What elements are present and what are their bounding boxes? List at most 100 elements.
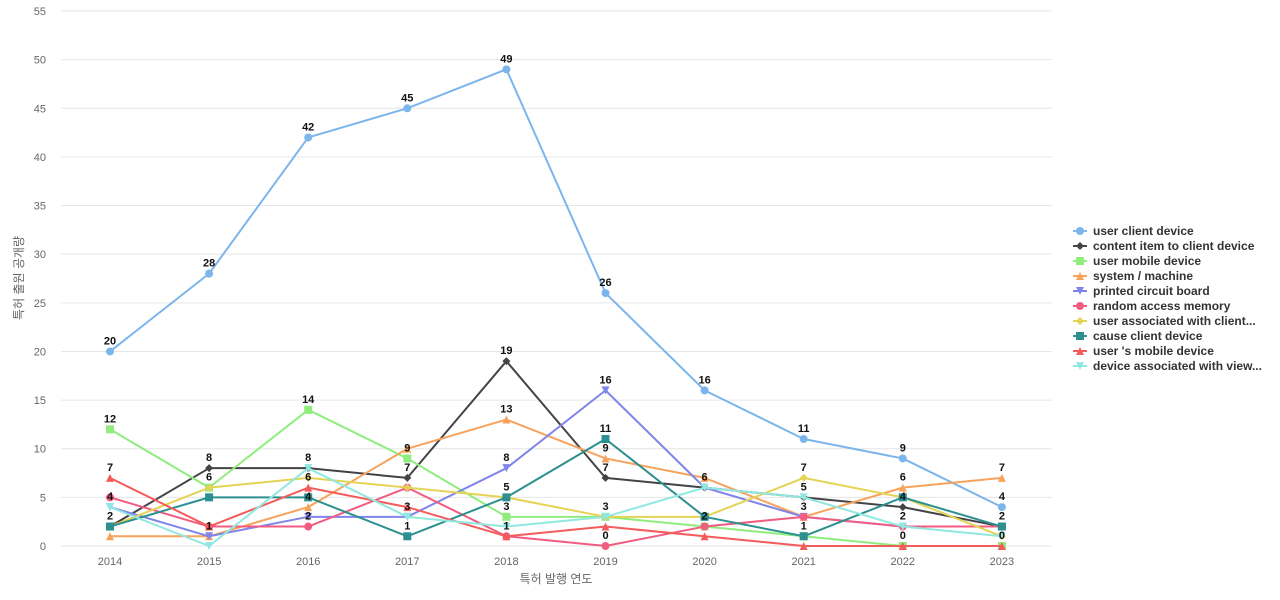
legend-marker (1076, 257, 1084, 265)
data-point (304, 503, 313, 512)
legend-item[interactable]: device associated with view... (1073, 359, 1262, 373)
data-point (799, 512, 808, 521)
data-point (304, 464, 313, 473)
data-label: 8 (206, 452, 212, 464)
y-tick-label: 0 (40, 541, 46, 553)
legend-marker (1076, 272, 1084, 280)
data-point (898, 522, 907, 531)
data-label: 19 (500, 345, 512, 357)
data-label: 16 (698, 374, 710, 386)
data-point (205, 522, 214, 531)
data-point (502, 357, 511, 366)
legend-label: content item to client device (1093, 239, 1255, 253)
data-point (997, 522, 1006, 531)
data-point (601, 289, 610, 298)
data-point (403, 454, 412, 463)
data-label: 1 (801, 520, 807, 532)
data-label: 20 (104, 335, 116, 347)
data-label: 7 (404, 462, 410, 474)
data-label: 7 (999, 462, 1005, 474)
legend-item[interactable]: user client device (1073, 224, 1194, 238)
data-label: 12 (104, 413, 116, 425)
data-label: 9 (404, 442, 410, 454)
legend-item[interactable]: cause client device (1073, 329, 1203, 343)
series-line (109, 486, 1002, 547)
legend-item[interactable]: user mobile device (1073, 254, 1201, 268)
y-tick-label: 20 (34, 346, 46, 358)
data-point (502, 415, 511, 424)
data-point (601, 473, 610, 482)
legend-marker (1076, 227, 1084, 235)
legend-label: user associated with client... (1093, 314, 1256, 328)
legend-item[interactable]: content item to client device (1073, 239, 1255, 253)
legend-item[interactable]: random access memory (1073, 299, 1231, 313)
y-tick-label: 25 (34, 298, 46, 310)
data-point (106, 532, 114, 541)
data-label: 13 (500, 404, 512, 416)
data-point (601, 435, 610, 443)
y-tick-label: 5 (40, 492, 46, 504)
data-point (205, 483, 214, 492)
data-label: 4 (107, 491, 114, 503)
series-line (109, 476, 1003, 538)
data-point (997, 542, 1006, 550)
data-label: 7 (602, 462, 608, 474)
data-label: 6 (206, 472, 212, 484)
data-point (601, 542, 610, 550)
series-4 (106, 415, 1006, 541)
data-label: 0 (602, 530, 608, 542)
series-10 (106, 464, 1006, 550)
data-point (898, 493, 907, 502)
y-tick-label: 50 (34, 55, 46, 67)
data-label: 2 (702, 511, 708, 523)
data-point (997, 532, 1006, 541)
data-point (601, 454, 610, 463)
data-label: 2 (107, 511, 113, 523)
legend-item[interactable]: system / machine (1073, 269, 1193, 283)
data-label: 1 (404, 520, 410, 532)
x-tick-label: 2021 (791, 556, 815, 568)
data-label: 4 (999, 491, 1006, 503)
data-point (304, 133, 313, 142)
legend-label: device associated with view... (1093, 359, 1262, 373)
x-axis-ticks: 2014 2015 2016 2017 2018 2019 2020 2021 2022 2023 (98, 556, 1014, 568)
data-point (403, 104, 412, 113)
data-point (205, 464, 214, 473)
data-label: 49 (500, 53, 512, 65)
data-label: 9 (602, 442, 608, 454)
data-point (304, 493, 313, 502)
data-label: 8 (503, 452, 509, 464)
x-tick-label: 2015 (197, 556, 221, 568)
y-axis-ticks: 0 5 10 15 20 25 30 35 40 45 50 55 (34, 6, 46, 553)
y-axis-title: 특허 출원 공개량 (12, 236, 26, 320)
legend-marker (1076, 332, 1084, 340)
legend-item[interactable]: user 's mobile device (1073, 344, 1214, 358)
legend-item[interactable]: user associated with client... (1073, 314, 1256, 328)
data-point (700, 512, 709, 521)
x-axis-title: 특허 발행 연도 (520, 571, 593, 586)
x-tick-label: 2022 (891, 556, 915, 568)
data-point (403, 473, 412, 482)
data-point (502, 522, 511, 531)
data-label: 42 (302, 121, 314, 133)
data-point (106, 493, 114, 502)
data-label: 7 (107, 462, 113, 474)
data-label: 16 (599, 374, 611, 386)
data-label: 9 (900, 442, 906, 454)
data-point (403, 512, 412, 521)
x-tick-label: 2018 (494, 556, 518, 568)
data-label: 4 (900, 491, 907, 503)
data-point (997, 503, 1006, 512)
data-point (403, 532, 412, 541)
data-point (502, 532, 511, 541)
legend-item[interactable]: printed circuit board (1073, 284, 1210, 298)
legend-label: system / machine (1093, 269, 1193, 283)
data-point (601, 522, 610, 531)
y-tick-label: 40 (34, 152, 46, 164)
y-tick-label: 30 (34, 249, 46, 261)
y-tick-label: 15 (34, 395, 46, 407)
data-label: 5 (801, 481, 807, 493)
data-point (700, 473, 709, 482)
series-line (109, 408, 1002, 547)
